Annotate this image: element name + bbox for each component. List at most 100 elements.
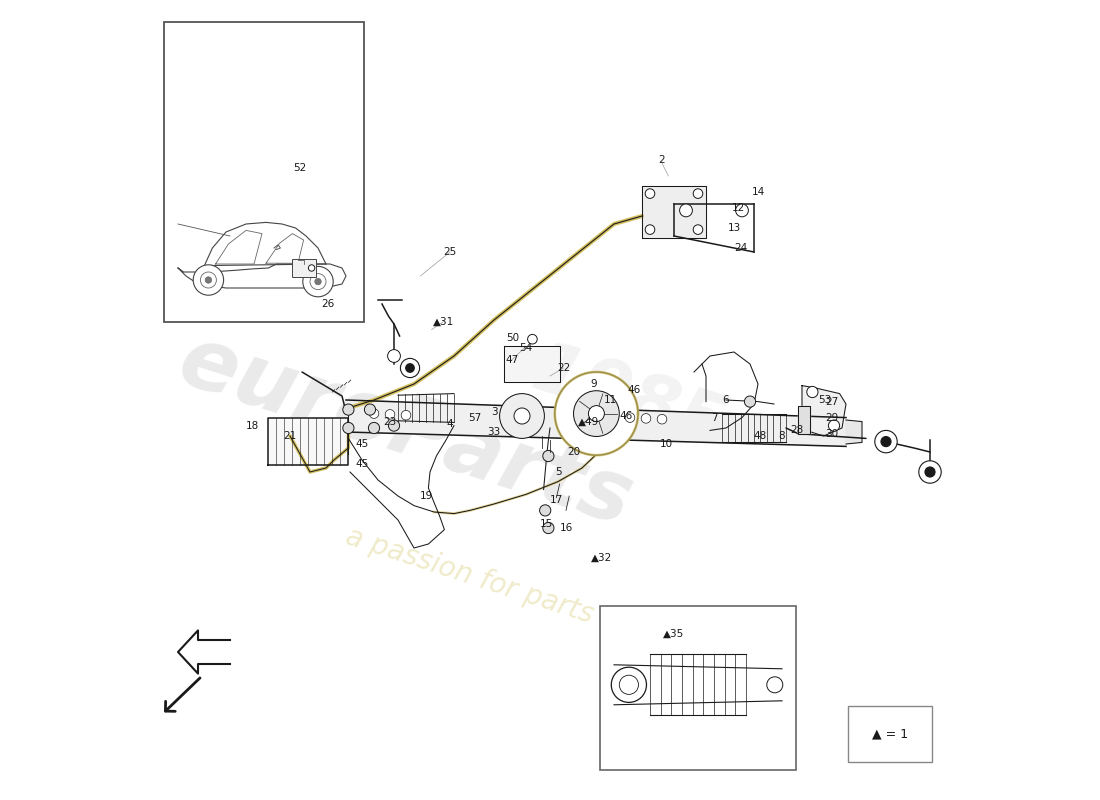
Circle shape xyxy=(387,350,400,362)
Text: 10: 10 xyxy=(659,439,672,449)
Text: 26: 26 xyxy=(321,299,334,309)
Circle shape xyxy=(588,406,604,422)
Text: 21: 21 xyxy=(284,431,297,441)
Circle shape xyxy=(402,410,410,420)
Circle shape xyxy=(874,430,898,453)
Text: 22: 22 xyxy=(557,363,570,373)
Text: ▲31: ▲31 xyxy=(433,317,454,326)
Text: 15: 15 xyxy=(539,519,552,529)
Text: 3: 3 xyxy=(491,407,497,417)
Text: a passion for parts: a passion for parts xyxy=(342,522,597,630)
Circle shape xyxy=(554,372,638,455)
Polygon shape xyxy=(798,406,810,434)
Text: 7: 7 xyxy=(711,413,717,422)
Text: ▲32: ▲32 xyxy=(592,553,613,562)
Text: 47: 47 xyxy=(505,355,518,365)
FancyBboxPatch shape xyxy=(600,606,796,770)
Text: 27: 27 xyxy=(825,397,838,406)
Text: ▲35: ▲35 xyxy=(663,629,684,638)
Text: 20: 20 xyxy=(568,447,581,457)
Polygon shape xyxy=(802,386,846,436)
Text: 5: 5 xyxy=(554,467,561,477)
Text: 25: 25 xyxy=(443,247,456,257)
Circle shape xyxy=(370,409,378,418)
Polygon shape xyxy=(178,630,230,674)
Circle shape xyxy=(585,411,595,421)
Text: 2: 2 xyxy=(659,155,666,165)
Text: 50: 50 xyxy=(506,333,519,342)
Text: 28: 28 xyxy=(790,426,803,435)
Circle shape xyxy=(194,265,223,295)
Polygon shape xyxy=(268,418,349,465)
Polygon shape xyxy=(505,346,560,382)
Polygon shape xyxy=(642,186,706,238)
Circle shape xyxy=(925,467,935,477)
Text: 4: 4 xyxy=(447,419,453,429)
Circle shape xyxy=(767,677,783,693)
Circle shape xyxy=(693,225,703,234)
Text: 12: 12 xyxy=(732,203,745,213)
Text: 46: 46 xyxy=(619,411,632,421)
Circle shape xyxy=(343,404,354,415)
Text: 46: 46 xyxy=(627,385,640,394)
Circle shape xyxy=(542,450,554,462)
FancyBboxPatch shape xyxy=(292,259,316,277)
Text: 1985: 1985 xyxy=(524,336,736,464)
Text: ▲ = 1: ▲ = 1 xyxy=(872,727,909,741)
Circle shape xyxy=(646,189,654,198)
Text: 45: 45 xyxy=(355,459,368,469)
Circle shape xyxy=(540,505,551,516)
Text: 9: 9 xyxy=(591,379,597,389)
Polygon shape xyxy=(846,420,862,444)
Circle shape xyxy=(514,408,530,424)
Circle shape xyxy=(200,272,217,288)
Circle shape xyxy=(542,522,554,534)
Text: 53: 53 xyxy=(817,395,830,405)
Circle shape xyxy=(400,358,419,378)
Text: 14: 14 xyxy=(751,187,764,197)
Circle shape xyxy=(388,420,399,431)
Circle shape xyxy=(612,667,647,702)
Text: 33: 33 xyxy=(487,427,500,437)
Circle shape xyxy=(315,278,321,285)
Text: 17: 17 xyxy=(550,495,563,505)
Circle shape xyxy=(806,386,818,398)
Circle shape xyxy=(625,413,635,422)
Text: 24: 24 xyxy=(734,243,747,253)
Text: 45: 45 xyxy=(355,439,368,449)
Circle shape xyxy=(918,461,942,483)
Text: 54: 54 xyxy=(519,343,532,353)
Text: ▲49: ▲49 xyxy=(578,417,600,426)
FancyBboxPatch shape xyxy=(848,706,932,762)
Circle shape xyxy=(693,189,703,198)
Text: 30: 30 xyxy=(825,430,838,439)
Circle shape xyxy=(646,225,654,234)
Text: 29: 29 xyxy=(825,413,838,422)
Circle shape xyxy=(881,437,891,446)
Circle shape xyxy=(343,422,354,434)
Circle shape xyxy=(368,422,379,434)
Circle shape xyxy=(641,414,651,423)
Text: 57: 57 xyxy=(469,413,482,422)
Circle shape xyxy=(602,412,610,422)
Polygon shape xyxy=(346,400,846,446)
Text: 13: 13 xyxy=(727,223,740,233)
Circle shape xyxy=(619,675,638,694)
Circle shape xyxy=(657,414,667,424)
Circle shape xyxy=(206,277,211,283)
Circle shape xyxy=(745,396,756,407)
Circle shape xyxy=(828,420,839,431)
Text: 11: 11 xyxy=(604,395,617,405)
Circle shape xyxy=(364,404,375,415)
Text: 18: 18 xyxy=(245,421,258,430)
Circle shape xyxy=(385,410,395,419)
Circle shape xyxy=(499,394,544,438)
Circle shape xyxy=(308,265,315,271)
Text: 52: 52 xyxy=(293,163,306,173)
Circle shape xyxy=(736,204,748,217)
Text: 23: 23 xyxy=(384,418,397,427)
Circle shape xyxy=(310,274,326,290)
Text: 16: 16 xyxy=(560,523,573,533)
Circle shape xyxy=(680,204,692,217)
Text: euroParts: euroParts xyxy=(168,320,643,544)
